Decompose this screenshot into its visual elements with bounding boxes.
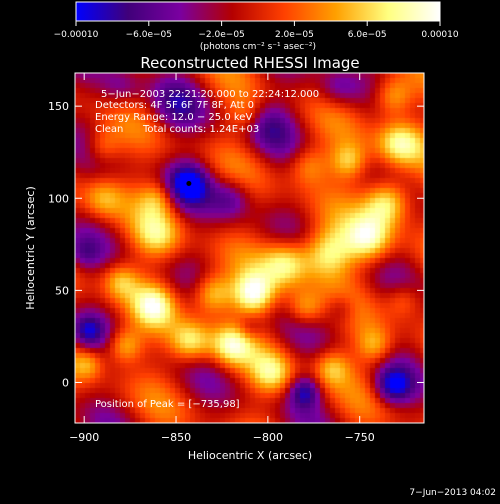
annotation-peak-position: Position of Peak = [−735,98] [95,399,240,410]
annotations: 5−Jun−2003 22:21:20.000 to 22:24:12.000 … [95,89,319,410]
y-tick-label: 100 [48,192,69,205]
x-tick-label: −850 [161,431,191,444]
x-axis-label: Heliocentric X (arcsec) [188,449,312,462]
y-axis-label: Heliocentric Y (arcsec) [24,186,37,310]
annotation-detectors: Detectors: 4F 5F 6F 7F 8F, Att 0 [95,100,254,111]
annotation-total-counts: Total counts: 1.24E+03 [142,124,259,135]
plot-frame [74,72,425,424]
annotation-algorithm: Clean [95,124,123,135]
x-tick-label: −900 [69,431,99,444]
colorbar-tick-label: 2.0e−05 [275,30,314,40]
annotation-energy-range: Energy Range: 12.0 − 25.0 keV [95,112,252,123]
colorbar-tick-label: −6.0e−05 [126,30,172,40]
colorbar: −0.00010 −6.0e−05 −2.0e−05 2.0e−05 6.0e−05 0.… [54,1,459,52]
y-tick-label: 50 [55,284,69,297]
colorbar-tick-label: 6.0e−05 [348,30,387,40]
y-axis-ticks: 0 50 100 150 [48,100,424,389]
colorbar-frame [75,1,441,22]
x-tick-label: −750 [345,431,375,444]
colorbar-units: (photons cm⁻² s⁻¹ asec⁻²) [200,42,316,52]
marker-point [186,181,192,187]
heatmap-image [75,73,424,423]
x-axis-ticks: −900 −850 −800 −750 [69,73,375,444]
annotation-time-range: 5−Jun−2003 22:21:20.000 to 22:24:12.000 [101,89,319,100]
date-stamp: 7−Jun−2013 04:02 [409,488,496,498]
y-tick-label: 0 [62,376,69,389]
y-tick-label: 150 [48,100,69,113]
colorbar-tick-label: −0.00010 [54,30,99,40]
colorbar-tick-label: −2.0e−05 [198,30,244,40]
plot-title: Reconstructed RHESSI Image [140,54,359,72]
colorbar-ticks: −0.00010 −6.0e−05 −2.0e−05 2.0e−05 6.0e−05 0.… [54,21,459,40]
colorbar-gradient [76,2,440,21]
x-tick-label: −800 [253,431,283,444]
colorbar-tick-label: 0.00010 [421,30,458,40]
heatmap-canvas [75,73,424,423]
